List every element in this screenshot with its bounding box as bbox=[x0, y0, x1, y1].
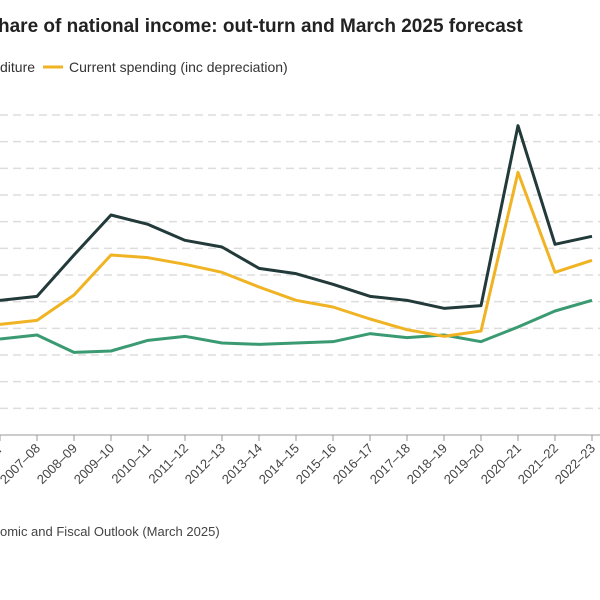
legend-label: diture bbox=[0, 59, 35, 75]
x-tick-label: 7 bbox=[0, 441, 6, 457]
series-line bbox=[0, 170, 593, 338]
source-note: omic and Fiscal Outlook (March 2025) bbox=[0, 524, 220, 539]
series-line bbox=[0, 298, 593, 354]
x-tick-label: 2010–11 bbox=[108, 441, 154, 487]
chart-title: hare of national income: out-turn and Ma… bbox=[0, 16, 523, 37]
x-tick-label: 2022–23 bbox=[552, 441, 598, 487]
series-line bbox=[0, 124, 593, 310]
legend-label: Current spending (inc depreciation) bbox=[69, 59, 288, 75]
x-tick-label: 2009–10 bbox=[71, 441, 117, 487]
